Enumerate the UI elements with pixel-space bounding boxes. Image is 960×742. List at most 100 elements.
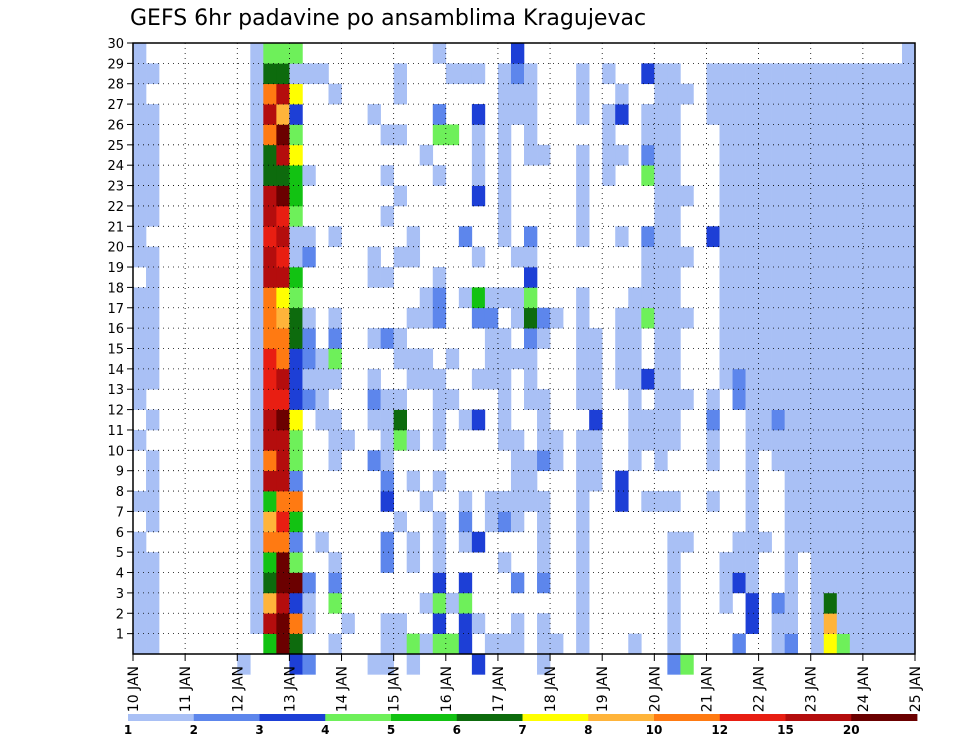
- heatmap-cell: [888, 531, 903, 553]
- heatmap-cell: [810, 368, 825, 390]
- heatmap-cell: [537, 429, 551, 451]
- heatmap-cell: [719, 368, 733, 390]
- heatmap-cell: [367, 104, 381, 125]
- heatmap-cell: [862, 389, 877, 410]
- heatmap-cell: [471, 409, 486, 431]
- heatmap-cell: [654, 124, 668, 146]
- heatmap-cell: [510, 83, 525, 105]
- heatmap-cell: [758, 205, 772, 227]
- heatmap-cell: [797, 511, 812, 533]
- heatmap-cell: [146, 368, 160, 390]
- heatmap-cell: [432, 43, 447, 64]
- heatmap-cell: [732, 368, 746, 390]
- heatmap-cell: [667, 124, 681, 146]
- heatmap-cell: [732, 267, 746, 288]
- heatmap-cell: [862, 226, 877, 247]
- heatmap-cell: [823, 450, 838, 471]
- heatmap-cell: [823, 226, 838, 247]
- heatmap-cell: [589, 470, 603, 492]
- heatmap-cell: [901, 205, 916, 227]
- heatmap-cell: [667, 226, 681, 247]
- heatmap-cell: [784, 491, 798, 512]
- x-tick-label: 20 JAN: [647, 666, 663, 712]
- heatmap-cell: [771, 613, 785, 634]
- heatmap-cell: [888, 348, 903, 370]
- heatmap-cell: [393, 185, 407, 207]
- heatmap-cell: [471, 104, 486, 125]
- heatmap-cell: [380, 124, 394, 146]
- heatmap-cell: [419, 348, 434, 370]
- heatmap-cell: [862, 613, 877, 634]
- heatmap-cell: [393, 83, 407, 105]
- heatmap-cell: [667, 389, 681, 410]
- heatmap-cell: [862, 267, 877, 288]
- heatmap-cell: [771, 287, 785, 309]
- heatmap-cell: [823, 144, 838, 166]
- heatmap-cell: [289, 552, 303, 573]
- heatmap-cell: [823, 531, 838, 553]
- heatmap-cell: [784, 185, 798, 207]
- heatmap-cell: [758, 429, 772, 451]
- heatmap-cell: [133, 633, 147, 655]
- heatmap-cell: [602, 165, 616, 186]
- heatmap-cell: [641, 144, 655, 166]
- x-tick-label: 22 JAN: [752, 666, 768, 712]
- heatmap-cell: [719, 552, 733, 573]
- heatmap-cell: [471, 144, 486, 166]
- heatmap-cell: [836, 572, 851, 594]
- heatmap-cell: [719, 63, 733, 85]
- y-tick-label: 1: [116, 628, 124, 643]
- heatmap-cell: [771, 348, 785, 370]
- heatmap-cell: [380, 613, 394, 634]
- heatmap-cell: [784, 633, 798, 655]
- heatmap-cell: [250, 613, 264, 634]
- colorbar-label: 4: [321, 723, 329, 737]
- heatmap-cell: [901, 491, 916, 512]
- heatmap-cell: [393, 328, 407, 349]
- heatmap-cell: [810, 205, 825, 227]
- heatmap-cell: [328, 633, 342, 655]
- heatmap-cell: [862, 592, 877, 614]
- heatmap-cell: [250, 124, 264, 146]
- heatmap-cell: [875, 104, 890, 125]
- heatmap-cell: [497, 165, 512, 186]
- heatmap-cell: [823, 83, 838, 105]
- heatmap-cell: [888, 165, 903, 186]
- heatmap-cell: [432, 267, 447, 288]
- heatmap-cell: [615, 226, 629, 247]
- heatmap-cell: [615, 470, 629, 492]
- heatmap-cell: [289, 226, 303, 247]
- heatmap-cell: [758, 165, 772, 186]
- heatmap-cell: [875, 531, 890, 553]
- heatmap-cell: [719, 205, 733, 227]
- heatmap-cell: [602, 144, 616, 166]
- heatmap-cell: [497, 633, 512, 655]
- heatmap-cell: [250, 205, 264, 227]
- heatmap-cell: [641, 429, 655, 451]
- heatmap-cell: [901, 348, 916, 370]
- heatmap-cell: [745, 226, 759, 247]
- heatmap-cell: [263, 409, 277, 431]
- heatmap-cell: [810, 613, 825, 634]
- heatmap-cell: [510, 246, 525, 268]
- heatmap-cell: [576, 511, 590, 533]
- heatmap-cell: [524, 491, 538, 512]
- heatmap-cell: [615, 83, 629, 105]
- grid-lines: [133, 42, 915, 654]
- heatmap-cell: [289, 205, 303, 227]
- heatmap-cell: [276, 205, 290, 227]
- heatmap-cell: [576, 348, 590, 370]
- heatmap-cell: [537, 144, 551, 166]
- heatmap-cell: [419, 287, 434, 309]
- colorbar-swatch: [259, 714, 326, 721]
- heatmap-cell: [771, 307, 785, 329]
- heatmap-cell: [576, 389, 590, 410]
- heatmap-cell: [745, 144, 759, 166]
- heatmap-cell: [745, 124, 759, 146]
- heatmap-cell: [576, 328, 590, 349]
- heatmap-cell: [654, 205, 668, 227]
- heatmap-cell: [823, 104, 838, 125]
- heatmap-cell: [289, 633, 303, 655]
- heatmap-cell: [524, 287, 538, 309]
- heatmap-cell: [302, 165, 316, 186]
